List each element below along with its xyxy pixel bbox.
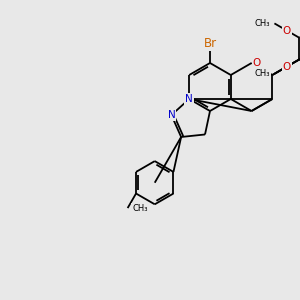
Text: N: N xyxy=(185,94,193,104)
Text: O: O xyxy=(253,58,261,68)
Text: CH₃: CH₃ xyxy=(254,19,270,28)
Text: N: N xyxy=(167,110,175,120)
Text: CH₃: CH₃ xyxy=(254,69,270,78)
Text: O: O xyxy=(283,61,291,72)
Text: O: O xyxy=(283,26,291,36)
Text: Br: Br xyxy=(203,37,217,50)
Text: CH₃: CH₃ xyxy=(132,204,148,213)
